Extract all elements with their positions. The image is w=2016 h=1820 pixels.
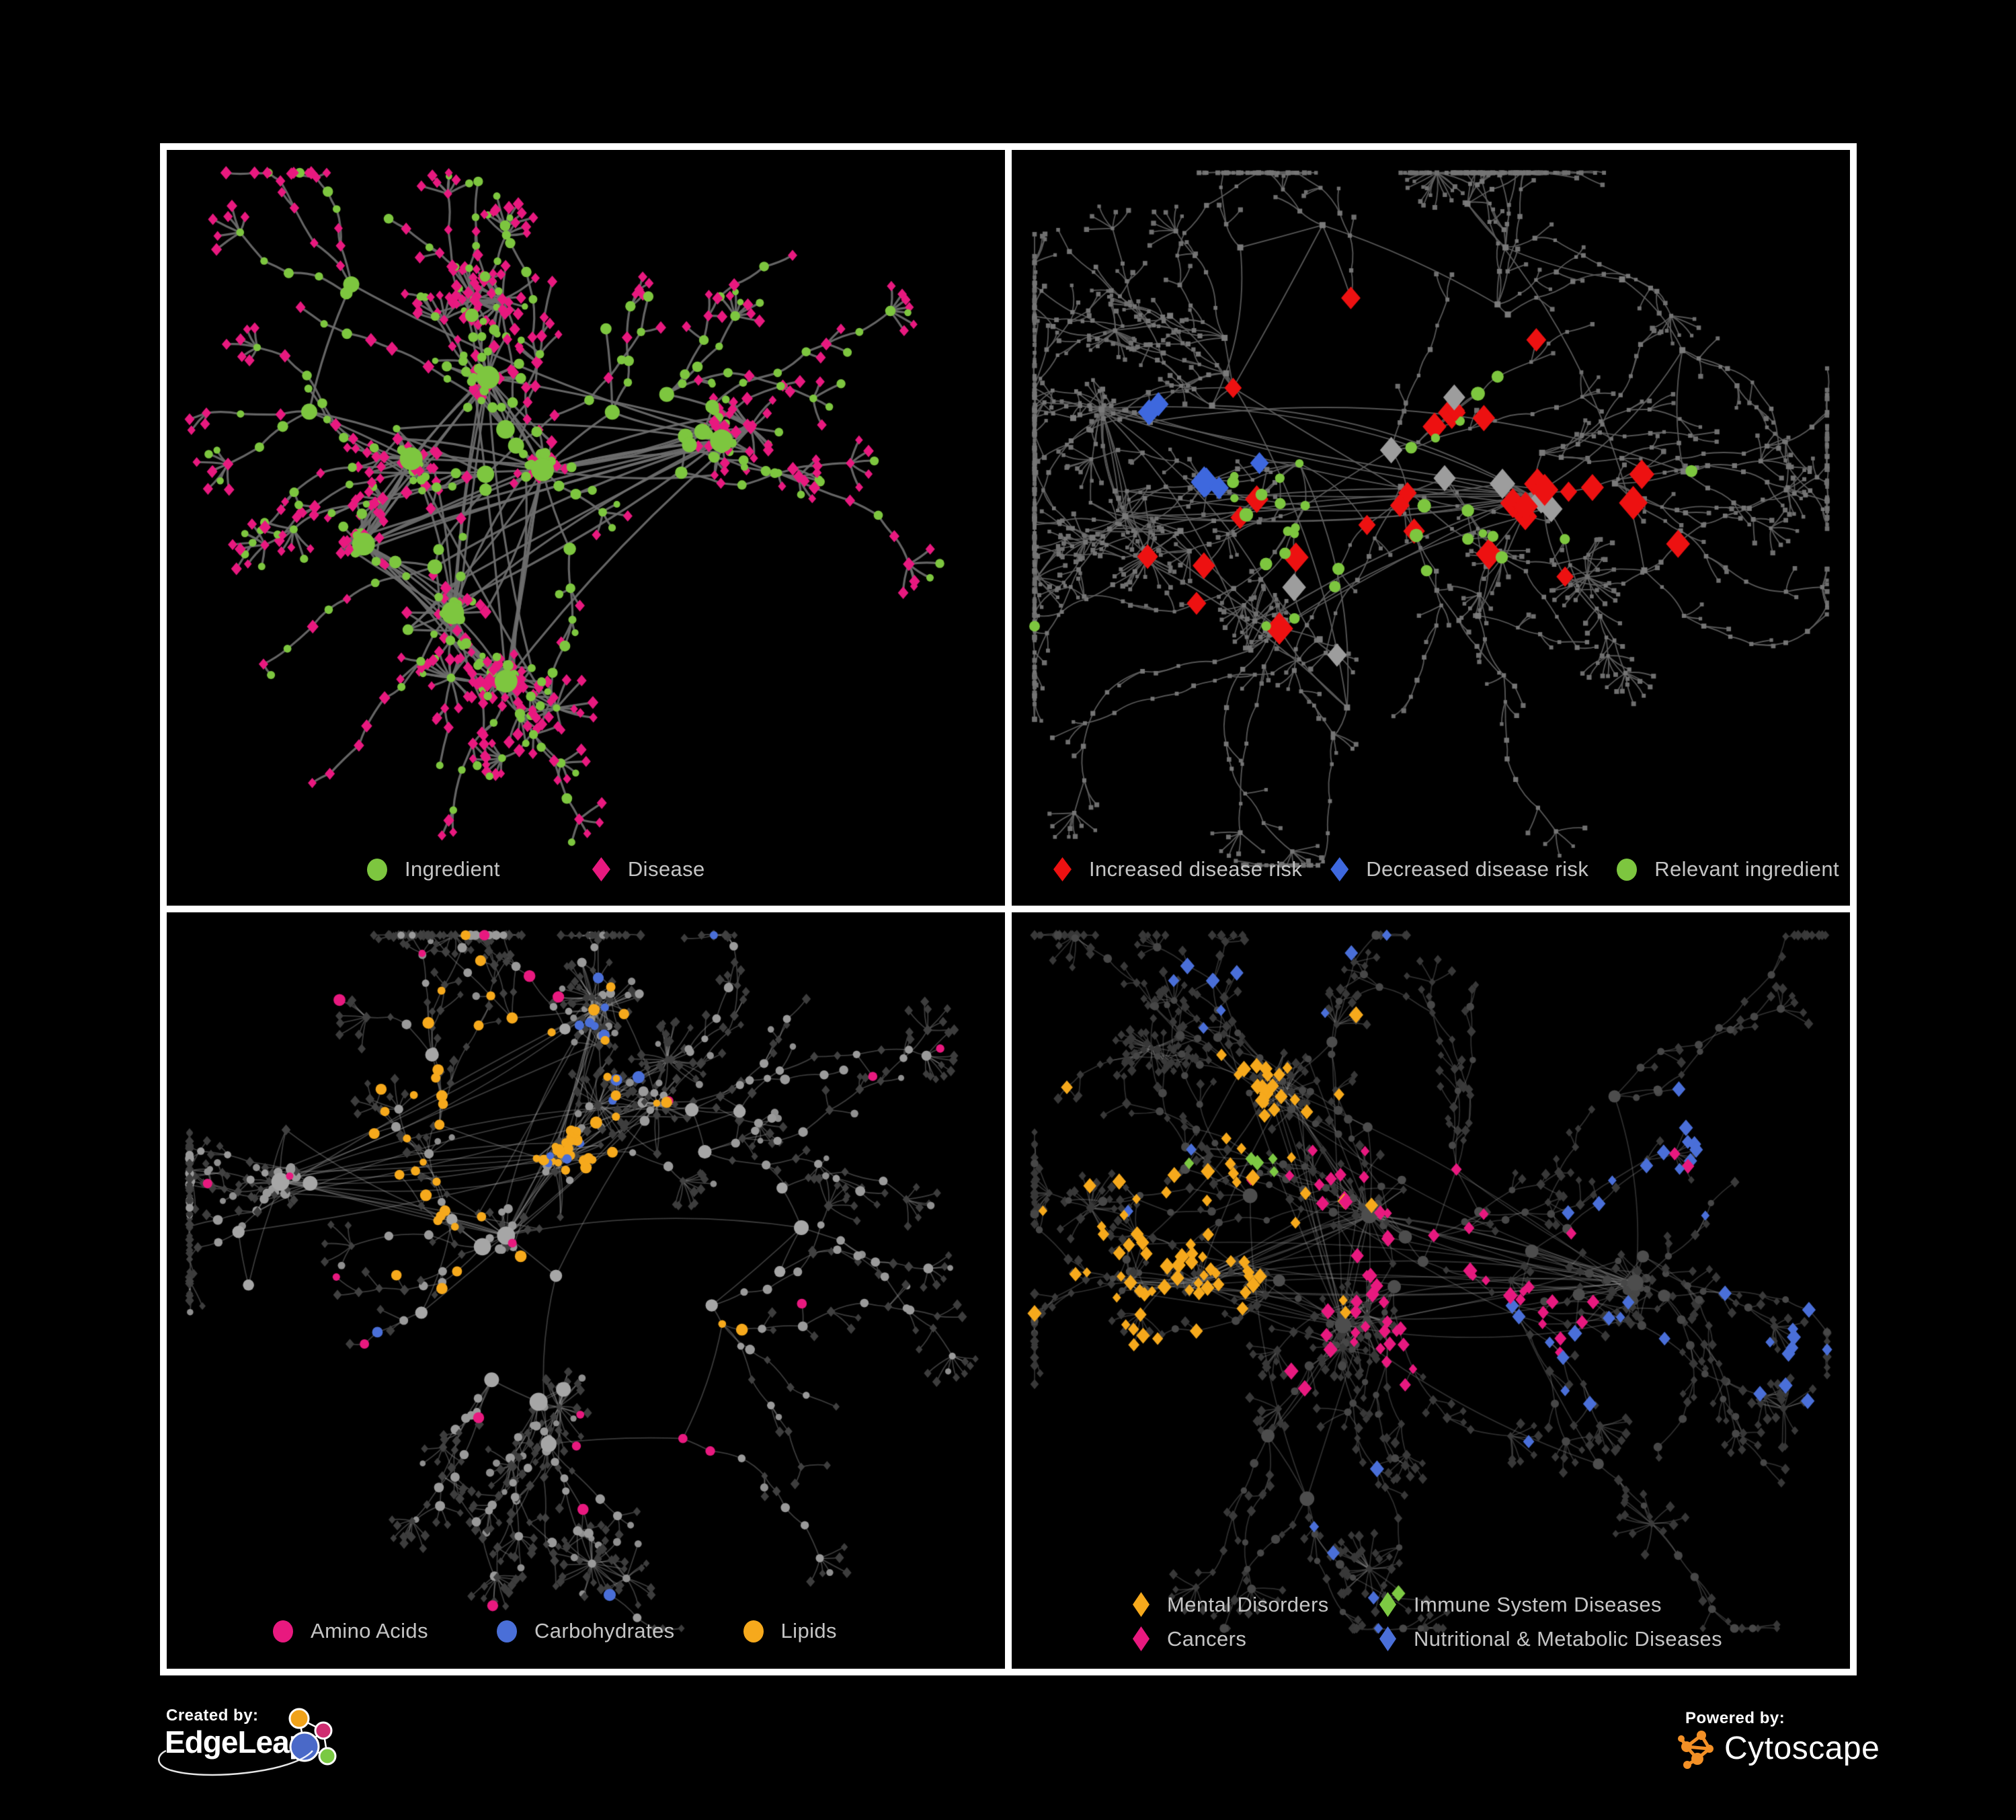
legend-item: Ingredient <box>367 857 500 881</box>
legend-item: Lipids <box>743 1619 837 1643</box>
legend-swatch-diamond <box>592 857 610 881</box>
network-canvas-ingredient-disease <box>167 150 1005 906</box>
legend-item: Mental Disorders <box>1133 1592 1379 1617</box>
legend-label: Carbohydrates <box>534 1619 675 1643</box>
legend-swatch-diamond <box>1053 857 1072 881</box>
panel-disease-risk: Increased disease risk Decreased disease … <box>1012 150 1850 906</box>
legend-disease-categories: Mental Disorders Immune System Diseases Ca… <box>1133 1592 1722 1651</box>
legend-swatch-circle <box>367 858 387 881</box>
legend-item: Disease <box>592 857 705 881</box>
legend-swatch-circle <box>1617 858 1638 881</box>
edgeleap-credit: Created by: EdgeLeap <box>157 1706 358 1794</box>
legend-label: Increased disease risk <box>1089 857 1303 881</box>
cytoscape-credit: Powered by: Cytoscape <box>1677 1709 1880 1783</box>
edgeleap-logo-text: EdgeLeap <box>165 1725 308 1759</box>
powered-by-label: Powered by: <box>1685 1709 1785 1727</box>
legend-swatch-diamond <box>1330 857 1349 881</box>
legend-label: Disease <box>627 857 705 881</box>
network-canvas-macronutrients <box>167 912 1005 1669</box>
edgeleap-logo-icon <box>288 1708 337 1766</box>
created-by-label: Created by: <box>166 1706 259 1725</box>
cytoscape-logo-text: Cytoscape <box>1724 1730 1880 1766</box>
legend-item: Amino Acids <box>273 1619 428 1643</box>
legend-item: Decreased disease risk <box>1330 857 1588 881</box>
legend-label: Decreased disease risk <box>1366 857 1589 881</box>
edgeleap-swoosh-line <box>158 1749 313 1776</box>
legend-label: Mental Disorders <box>1167 1592 1329 1616</box>
legend-swatch-diamond <box>1133 1592 1150 1617</box>
legend-swatch-diamond <box>1133 1626 1150 1651</box>
legend-label: Relevant ingredient <box>1654 857 1839 881</box>
legend-item: Relevant ingredient <box>1617 857 1839 881</box>
legend-swatch-circle <box>496 1620 517 1643</box>
legend-disease-risk: Increased disease risk Decreased disease … <box>1053 857 1839 881</box>
network-canvas-disease-categories <box>1012 912 1850 1669</box>
cytoscape-logo-icon <box>1678 1731 1713 1769</box>
panel-ingredient-disease: Ingredient Disease <box>167 150 1005 906</box>
panel-macronutrients: Amino Acids Carbohydrates Lipids <box>167 912 1005 1669</box>
legend-macronutrients: Amino Acids Carbohydrates Lipids <box>273 1619 837 1643</box>
network-canvas-disease-risk <box>1012 150 1850 906</box>
legend-swatch-diamond <box>1379 1626 1396 1651</box>
legend-label: Nutritional & Metabolic Diseases <box>1414 1626 1723 1651</box>
legend-item: Nutritional & Metabolic Diseases <box>1379 1626 1722 1651</box>
panel-divider-horizontal <box>167 906 1850 912</box>
legend-label: Immune System Diseases <box>1414 1592 1662 1616</box>
legend-swatch-circle <box>743 1620 764 1643</box>
legend-swatch-circle <box>273 1620 293 1643</box>
legend-item: Increased disease risk <box>1053 857 1302 881</box>
legend-item: Carbohydrates <box>496 1619 675 1643</box>
panel-disease-categories: Mental Disorders Immune System Diseases Ca… <box>1012 912 1850 1669</box>
legend-label: Lipids <box>780 1619 837 1643</box>
legend-label: Ingredient <box>405 857 500 881</box>
legend-label: Cancers <box>1167 1626 1247 1651</box>
legend-item: Cancers <box>1133 1626 1379 1651</box>
legend-item: Immune System Diseases <box>1379 1592 1722 1617</box>
legend-ingredient-disease: Ingredient Disease <box>367 857 705 881</box>
legend-label: Amino Acids <box>311 1619 428 1643</box>
quad-panel-board: Ingredient Disease Increased disease risk… <box>160 143 1857 1675</box>
legend-swatch-diamond <box>1379 1592 1396 1617</box>
